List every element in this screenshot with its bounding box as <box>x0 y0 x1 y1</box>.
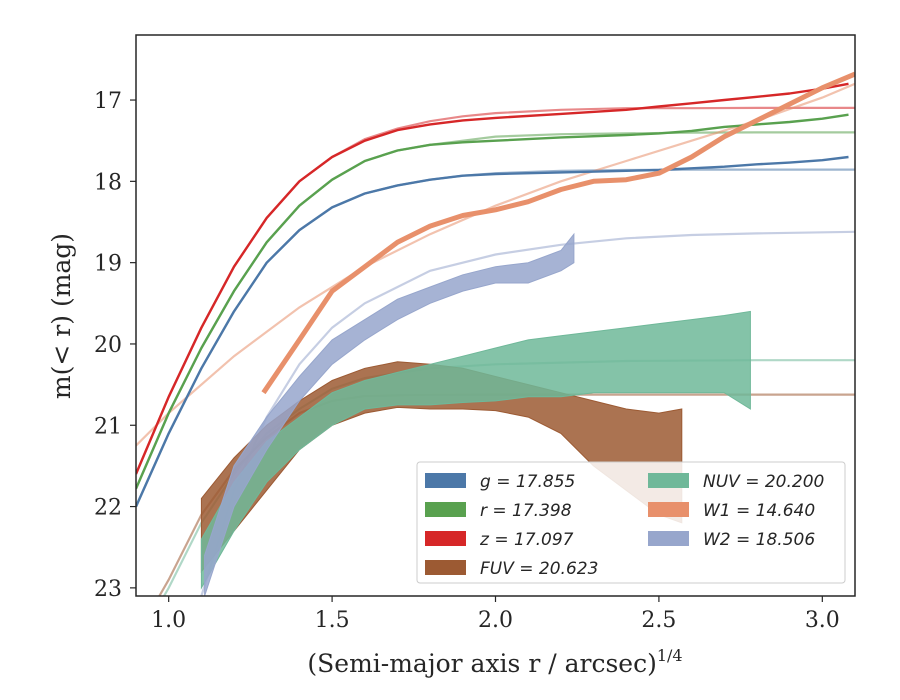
x-axis-ticks: 1.0 1.5 2.0 2.5 3.0 <box>151 596 840 633</box>
y-tick-label: 20 <box>94 333 122 358</box>
data-bands <box>200 232 751 596</box>
legend-swatch-w1 <box>648 502 689 517</box>
x-tick-label: 1.5 <box>315 608 350 633</box>
series-line-g <box>136 155 849 508</box>
x-tick-label: 3.0 <box>805 608 840 633</box>
legend-label-z: z = 17.097 <box>479 530 574 550</box>
x-axis-exponent: 1/4 <box>657 646 683 665</box>
series-line-w1 <box>261 71 855 395</box>
y-axis-label: m(< r) (mag) <box>47 233 76 399</box>
y-tick-label: 23 <box>94 577 122 602</box>
series-line-z <box>136 82 849 475</box>
legend-label-w1: W1 = 14.640 <box>703 501 815 521</box>
legend-swatch-nuv <box>648 473 689 488</box>
legend-swatch-r <box>425 502 466 517</box>
legend-label-r: r = 17.398 <box>480 501 572 521</box>
legend-label-w2: W2 = 18.506 <box>703 530 815 550</box>
x-tick-label: 2.0 <box>478 608 513 633</box>
legend-label-nuv: NUV = 20.200 <box>703 472 824 492</box>
legend-frame <box>416 461 846 584</box>
y-tick-label: 21 <box>94 414 122 439</box>
series-band-w2 <box>204 232 575 596</box>
y-axis-ticks: 17 18 19 20 21 22 23 <box>94 89 136 602</box>
legend-label-fuv: FUV = 20.623 <box>480 559 598 579</box>
y-tick-label: 17 <box>94 89 122 114</box>
legend-swatch-w2 <box>648 531 689 546</box>
series-band-nuv <box>200 310 751 590</box>
legend: g = 17.855 r = 17.398 z = 17.097 FUV = 20.6… <box>416 461 846 584</box>
data-lines <box>136 71 855 508</box>
y-tick-label: 22 <box>94 496 122 521</box>
x-tick-label: 2.5 <box>641 608 676 633</box>
x-tick-label: 1.0 <box>151 608 186 633</box>
legend-label-g: g = 17.855 <box>480 472 575 492</box>
legend-swatch-g <box>425 473 466 488</box>
legend-swatch-z <box>425 531 466 546</box>
y-tick-label: 18 <box>94 170 122 195</box>
x-axis-label: (Semi-major axis r / arcsec)1/4 <box>307 646 682 678</box>
legend-swatch-fuv <box>425 560 466 575</box>
y-tick-label: 19 <box>94 252 122 277</box>
